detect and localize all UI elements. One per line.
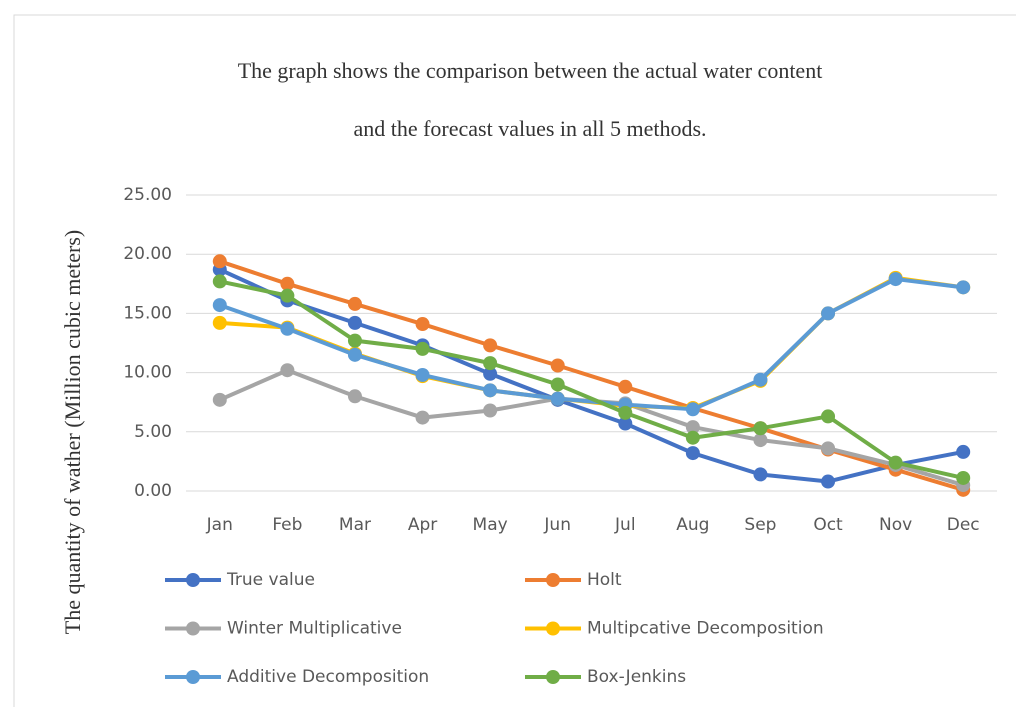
- legend-label: Multipcative Decomposition: [587, 619, 824, 639]
- x-tick-label: May: [473, 515, 508, 535]
- data-point: [212, 254, 227, 269]
- data-point: [753, 372, 768, 387]
- data-point: [280, 321, 295, 336]
- data-point: [685, 420, 700, 435]
- data-point: [415, 317, 430, 332]
- x-tick-label: Dec: [947, 515, 980, 535]
- y-tick-label: 15.00: [123, 303, 172, 323]
- data-point: [956, 444, 971, 459]
- legend-label: True value: [226, 570, 315, 590]
- x-tick-label: Feb: [272, 515, 302, 535]
- x-tick-label: Nov: [879, 515, 912, 535]
- legend-marker: [546, 573, 560, 587]
- series-line: [219, 277, 964, 412]
- data-point: [753, 421, 768, 436]
- legend-label: Holt: [587, 570, 622, 590]
- legend-marker: [186, 573, 200, 587]
- data-point: [956, 470, 971, 485]
- data-point: [550, 377, 565, 392]
- y-tick-label: 25.00: [123, 185, 172, 205]
- data-point: [347, 296, 362, 311]
- data-point: [212, 274, 227, 289]
- legend-marker: [186, 670, 200, 684]
- data-point: [280, 288, 295, 303]
- y-tick-label: 5.00: [134, 422, 172, 442]
- data-point: [956, 280, 971, 295]
- legend-label: Additive Decomposition: [227, 667, 429, 687]
- data-point: [483, 338, 498, 353]
- legend-label: Box-Jenkins: [587, 667, 686, 687]
- data-point: [483, 356, 498, 371]
- data-point: [685, 430, 700, 445]
- chart-title: and the forecast values in all 5 methods…: [353, 116, 706, 141]
- data-point: [821, 441, 836, 456]
- data-point: [618, 416, 633, 431]
- data-point: [415, 367, 430, 382]
- y-tick-label: 20.00: [123, 244, 172, 264]
- data-point: [212, 298, 227, 313]
- x-tick-label: Jun: [543, 515, 571, 535]
- data-point: [347, 333, 362, 348]
- x-tick-label: Mar: [339, 515, 371, 535]
- data-point: [618, 379, 633, 394]
- y-tick-label: 10.00: [123, 363, 172, 383]
- x-tick-label: Sep: [744, 515, 776, 535]
- series-line: [218, 267, 964, 484]
- data-point: [685, 402, 700, 417]
- data-point: [821, 409, 836, 424]
- data-point: [888, 455, 903, 470]
- data-point: [483, 403, 498, 418]
- data-point: [550, 358, 565, 373]
- chart-frame: [13, 14, 1016, 707]
- series-line: [218, 368, 964, 487]
- y-axis-label: The quantity of wather (Million cubic me…: [60, 230, 85, 634]
- x-tick-label: Aug: [676, 515, 709, 535]
- data-point: [415, 341, 430, 356]
- x-tick-label: Oct: [813, 515, 843, 535]
- x-tick-label: Jul: [614, 515, 636, 535]
- data-point: [483, 366, 498, 381]
- chart-title: The graph shows the comparison between t…: [238, 58, 823, 83]
- legend-marker: [546, 670, 560, 684]
- data-point: [347, 315, 362, 330]
- data-point: [685, 446, 700, 461]
- data-point: [753, 467, 768, 482]
- data-point: [753, 433, 768, 448]
- data-point: [347, 389, 362, 404]
- y-tick-label: 0.00: [134, 481, 172, 501]
- legend-label: Winter Multiplicative: [227, 619, 402, 639]
- series-line: [219, 279, 964, 480]
- data-point: [888, 272, 903, 287]
- x-tick-label: Jan: [206, 515, 233, 535]
- data-point: [415, 410, 430, 425]
- legend-marker: [546, 621, 560, 636]
- x-tick-label: Apr: [408, 515, 437, 535]
- data-point: [821, 306, 836, 321]
- data-point: [212, 392, 227, 407]
- data-point: [821, 474, 836, 489]
- data-point: [483, 383, 498, 398]
- data-point: [550, 391, 565, 406]
- data-point: [618, 405, 633, 420]
- data-point: [212, 315, 227, 330]
- data-point: [280, 276, 295, 291]
- data-point: [280, 363, 295, 378]
- legend-marker: [186, 621, 200, 636]
- data-point: [347, 347, 362, 362]
